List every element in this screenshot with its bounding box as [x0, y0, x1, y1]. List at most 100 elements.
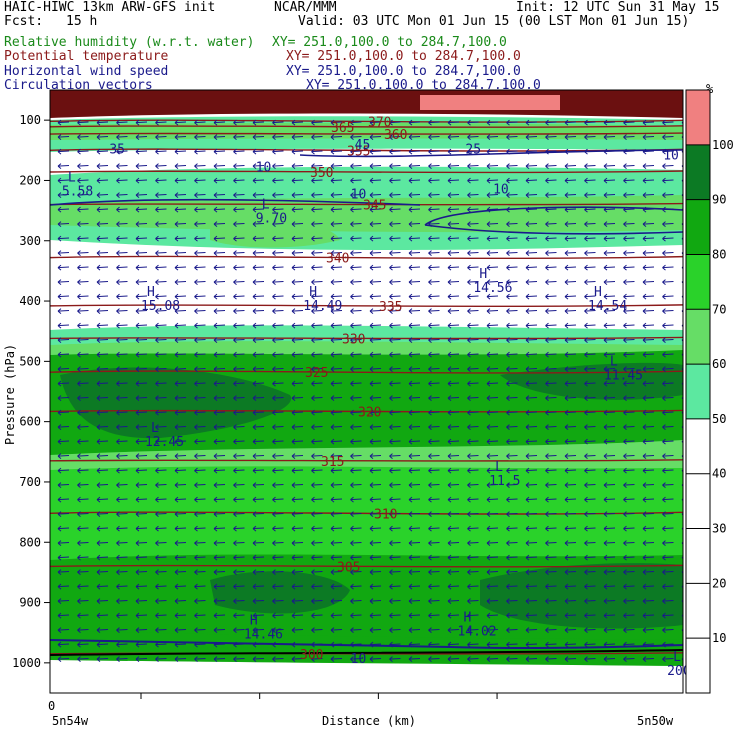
vector-head: [135, 351, 140, 358]
vector-head: [57, 366, 62, 372]
vector-head: [350, 612, 354, 619]
vector-head: [467, 322, 471, 329]
vector-arrow: [57, 469, 70, 472]
vector-head: [662, 279, 666, 285]
vector-arrow: [272, 252, 284, 254]
vector-arrow: [389, 600, 401, 602]
vector-arrow: [603, 542, 616, 544]
vector-head: [155, 192, 159, 198]
vector-arrow: [584, 571, 596, 573]
vector-head: [291, 453, 296, 459]
vector-arrow: [564, 150, 577, 153]
vector-head: [467, 308, 471, 314]
vector-arrow: [564, 440, 577, 443]
vector-head: [77, 409, 81, 416]
vector-arrow: [662, 310, 674, 312]
theta-contour-label: 335: [379, 300, 402, 315]
vector-head: [525, 554, 530, 561]
vector-head: [155, 163, 159, 169]
vector-arrow: [330, 571, 343, 573]
vector-head: [233, 467, 237, 474]
vector-head: [135, 453, 140, 459]
vector-arrow: [428, 295, 440, 298]
vector-head: [291, 627, 296, 633]
vector-arrow: [428, 571, 440, 573]
field-vectors-xy: XY= 251.0,100.0 to 284.7,100.0: [306, 79, 541, 89]
vector-arrow: [77, 179, 89, 182]
vector-arrow: [584, 469, 596, 472]
vector-head: [506, 424, 510, 430]
vector-arrow: [525, 426, 538, 428]
vector-head: [213, 308, 218, 314]
vector-head: [545, 627, 549, 633]
vector-head: [116, 380, 120, 387]
vector-head: [564, 163, 569, 169]
vector-arrow: [233, 484, 245, 486]
vector-arrow: [564, 513, 577, 515]
vector-head: [506, 395, 510, 401]
vector-arrow: [194, 614, 206, 617]
vector-head: [155, 424, 159, 430]
vector-arrow: [213, 600, 226, 602]
vector-head: [389, 656, 393, 662]
vector-head: [486, 612, 491, 619]
vector-arrow: [428, 368, 440, 370]
vector-head: [642, 569, 647, 575]
vector-head: [330, 598, 335, 604]
vector-arrow: [213, 585, 226, 588]
vector-head: [194, 192, 198, 198]
vector-arrow: [564, 614, 577, 617]
vector-arrow: [135, 614, 148, 617]
vector-arrow: [447, 136, 460, 138]
vector-arrow: [447, 484, 460, 486]
vector-head: [77, 250, 81, 256]
vector-head: [174, 163, 179, 169]
vector-arrow: [389, 658, 401, 660]
vector-arrow: [408, 643, 421, 646]
vector-arrow: [428, 353, 440, 356]
vector-head: [272, 569, 276, 575]
vector-head: [623, 424, 627, 430]
vector-arrow: [662, 397, 674, 399]
vector-arrow: [252, 397, 265, 399]
vector-arrow: [467, 411, 479, 414]
vector-head: [96, 554, 101, 561]
vector-head: [213, 641, 218, 648]
vector-head: [252, 540, 257, 546]
wind-speed-label: 10: [351, 188, 367, 203]
vector-arrow: [116, 179, 128, 182]
vector-head: [272, 366, 276, 372]
vector-arrow: [506, 382, 518, 385]
vector-head: [506, 525, 510, 532]
y-tick-label: 800: [19, 535, 41, 549]
vector-arrow: [155, 353, 167, 356]
vector-arrow: [467, 643, 479, 646]
vector-arrow: [174, 194, 187, 196]
vector-head: [408, 453, 413, 459]
vector-arrow: [486, 629, 499, 631]
vector-head: [116, 569, 120, 575]
vector-arrow: [116, 150, 128, 153]
vector-head: [428, 598, 432, 604]
vector-head: [603, 612, 608, 619]
vector-arrow: [174, 353, 187, 356]
vector-arrow: [194, 121, 206, 124]
vector-head: [96, 424, 101, 430]
vector-head: [584, 148, 588, 155]
vector-arrow: [233, 368, 245, 370]
vector-arrow: [389, 353, 401, 356]
vector-head: [77, 612, 81, 619]
field-wind-xy: XY= 251.0,100.0 to 284.7,100.0: [286, 64, 521, 79]
vector-head: [155, 395, 159, 401]
vector-arrow: [350, 658, 362, 660]
vector-arrow: [428, 469, 440, 472]
vector-arrow: [486, 324, 499, 327]
vector-arrow: [194, 556, 206, 559]
vector-arrow: [642, 368, 655, 370]
wind-speed-label: 10: [351, 652, 367, 667]
vector-head: [213, 598, 218, 604]
vector-arrow: [116, 194, 128, 196]
vector-head: [330, 163, 335, 169]
vector-head: [369, 337, 374, 343]
vector-arrow: [252, 411, 265, 414]
